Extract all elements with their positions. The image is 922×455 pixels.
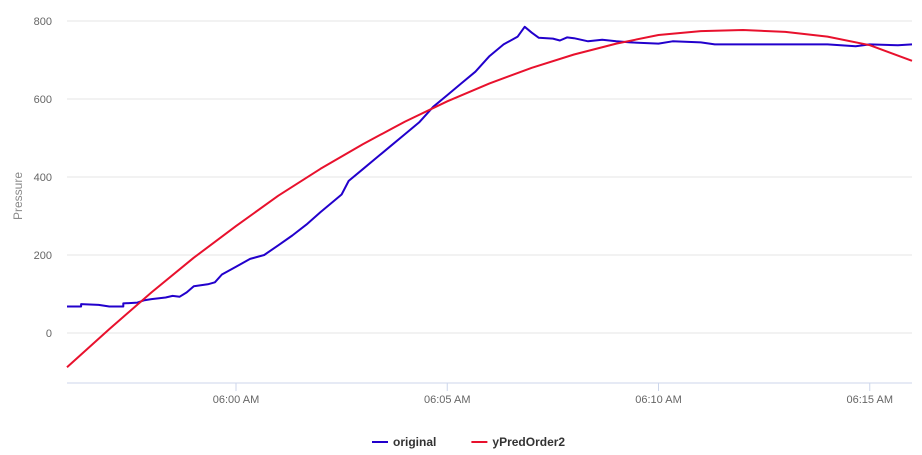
series-layer bbox=[66, 25, 913, 369]
legend-item-yPredOrder2[interactable]: yPredOrder2 bbox=[471, 435, 565, 449]
y-tick-label: 0 bbox=[46, 328, 52, 340]
legend[interactable]: original yPredOrder2 bbox=[372, 435, 565, 449]
legend-item-original[interactable]: original bbox=[372, 435, 436, 449]
y-axis-title: Pressure bbox=[11, 172, 25, 220]
y-tick-label: 200 bbox=[34, 250, 52, 262]
legend-label: original bbox=[393, 435, 436, 449]
horizontal-gridlines bbox=[67, 20, 912, 334]
x-tick-label: 06:05 AM bbox=[424, 394, 470, 406]
x-tick-label: 06:15 AM bbox=[847, 394, 893, 406]
series-line-yPredOrder2 bbox=[66, 29, 913, 369]
series-line-original bbox=[67, 25, 913, 308]
y-tick-label: 600 bbox=[34, 94, 52, 106]
x-tick-label: 06:10 AM bbox=[635, 394, 681, 406]
y-tick-label: 400 bbox=[34, 172, 52, 184]
x-tick-label: 06:00 AM bbox=[213, 394, 259, 406]
y-tick-label: 800 bbox=[34, 16, 52, 28]
legend-label: yPredOrder2 bbox=[492, 435, 565, 449]
x-axis-ticks: 06:00 AM 06:05 AM 06:10 AM 06:15 AM bbox=[213, 383, 893, 406]
y-axis-ticks: 0 200 400 600 800 bbox=[34, 16, 52, 340]
